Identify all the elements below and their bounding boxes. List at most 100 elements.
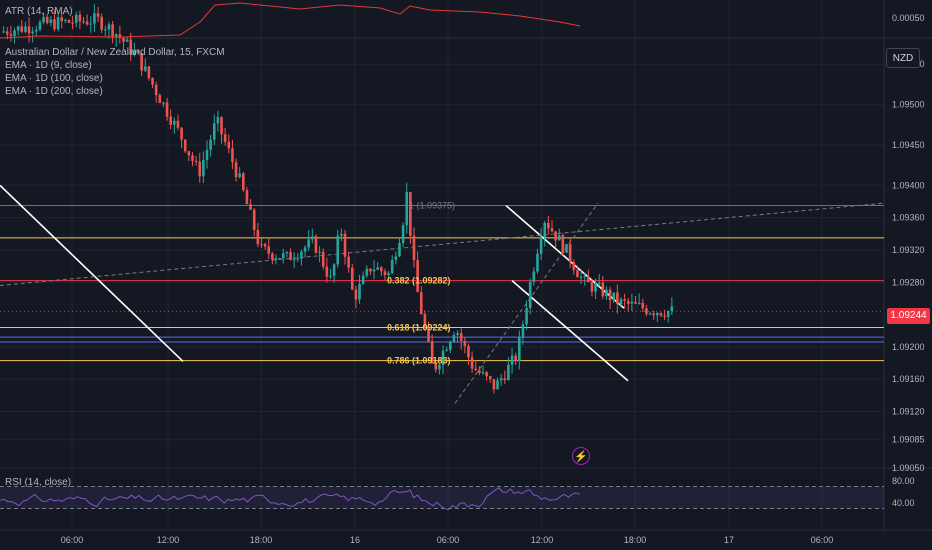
- candle-body: [85, 21, 89, 25]
- candle-body: [140, 53, 143, 71]
- atr-line: [0, 2, 581, 39]
- candle-body: [267, 246, 271, 254]
- candle-body: [350, 267, 354, 290]
- time-tick-label: 06:00: [437, 535, 460, 545]
- candle-body: [474, 368, 478, 371]
- fib-level-label: 1 (1.09375): [409, 201, 455, 211]
- currency-button[interactable]: NZD: [886, 48, 920, 68]
- candle-body: [481, 372, 485, 374]
- candle-body: [485, 372, 488, 377]
- trend-line: [0, 184, 184, 362]
- candle-body: [438, 364, 441, 370]
- candle-body: [173, 120, 176, 125]
- candle-body: [441, 350, 445, 365]
- candle-body: [430, 341, 434, 364]
- candle-body: [401, 225, 405, 243]
- fib-level-label: 0.618 (1.09224): [387, 322, 451, 332]
- candle-body: [158, 95, 162, 104]
- lightning-icon[interactable]: ⚡: [572, 447, 590, 465]
- candle-body: [202, 159, 205, 177]
- rsi-tick-label: 40.00: [892, 498, 915, 508]
- symbol-title: Australian Dollar / New Zealand Dollar, …: [5, 47, 225, 58]
- candle-body: [133, 50, 136, 55]
- candle-body: [180, 127, 183, 140]
- candle-body: [576, 270, 579, 278]
- candle-body: [641, 302, 645, 309]
- candle-body: [518, 337, 521, 362]
- price-tick-label: 1.09085: [892, 435, 925, 445]
- candle-body: [423, 314, 427, 328]
- candle-body: [13, 30, 16, 37]
- candle-body: [670, 306, 674, 312]
- price-tick-label: 1.09200: [892, 342, 925, 352]
- candle-body: [311, 236, 314, 240]
- candle-body: [383, 271, 387, 276]
- time-tick-label: 17: [724, 535, 734, 545]
- candle-body: [369, 268, 372, 272]
- candle-body: [590, 282, 594, 292]
- candle-body: [583, 276, 586, 278]
- candle-body: [129, 39, 133, 55]
- candle-body: [74, 14, 78, 23]
- candle-body: [143, 66, 147, 71]
- candle-body: [616, 292, 619, 305]
- candle-body: [637, 302, 641, 304]
- candle-body: [666, 311, 670, 317]
- price-tick-label: 1.09400: [892, 180, 925, 190]
- candle-body: [147, 66, 151, 78]
- candle-body: [300, 251, 303, 259]
- rsi-band: [0, 486, 884, 509]
- main-legend: Australian Dollar / New Zealand Dollar, …: [5, 46, 225, 98]
- candle-body: [503, 378, 507, 381]
- candle-body: [71, 22, 74, 24]
- ema100-legend: EMA · 1D (100, close): [5, 73, 103, 84]
- candle-body: [27, 26, 31, 34]
- candle-body: [111, 24, 114, 38]
- candle-body: [336, 235, 340, 265]
- time-tick-label: 12:00: [157, 535, 180, 545]
- candle-body: [626, 300, 630, 304]
- candle-body: [608, 289, 612, 301]
- candle-body: [630, 301, 634, 304]
- candle-body: [390, 259, 394, 274]
- candle-body: [96, 13, 100, 17]
- candle-body: [321, 251, 325, 267]
- candle-body: [380, 267, 383, 272]
- candle-body: [478, 370, 481, 373]
- time-tick-label: 12:00: [531, 535, 554, 545]
- candle-body: [245, 189, 249, 205]
- rsi-line: [0, 487, 581, 511]
- candle-body: [372, 269, 376, 272]
- candle-body: [492, 379, 496, 390]
- candle-body: [125, 39, 129, 42]
- candle-body: [31, 31, 34, 34]
- candle-body: [550, 228, 554, 232]
- candle-body: [568, 244, 572, 262]
- candle-body: [56, 17, 60, 30]
- candle-body: [238, 173, 241, 178]
- candle-body: [64, 20, 67, 22]
- candle-body: [449, 341, 452, 350]
- candle-body: [252, 209, 256, 230]
- price-tick-label: 1.09500: [892, 100, 925, 110]
- candle-body: [398, 242, 401, 257]
- rsi-legend: RSI (14, close): [5, 476, 71, 489]
- candle-body: [594, 284, 597, 292]
- price-tick-label: 1.09120: [892, 406, 925, 416]
- candle-body: [104, 29, 107, 31]
- candle-body: [521, 324, 525, 338]
- candle-body: [212, 123, 216, 140]
- candle-body: [601, 282, 605, 297]
- candle-body: [216, 116, 220, 124]
- candle-body: [376, 267, 379, 270]
- candle-body: [122, 37, 125, 42]
- candle-body: [16, 26, 20, 31]
- candle-body: [652, 313, 655, 316]
- candle-body: [365, 268, 369, 276]
- candle-body: [289, 252, 292, 261]
- time-tick-label: 18:00: [250, 535, 273, 545]
- candle-body: [547, 222, 550, 229]
- candle-body: [572, 261, 576, 271]
- candle-body: [183, 139, 187, 152]
